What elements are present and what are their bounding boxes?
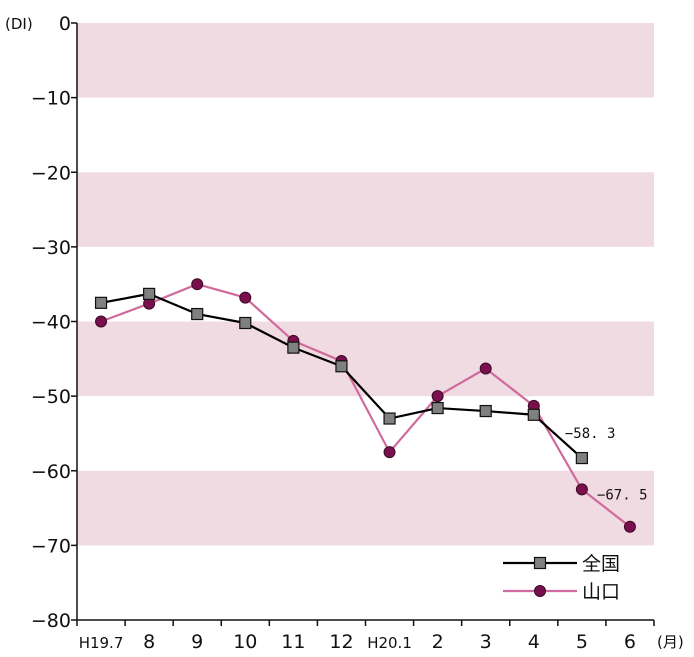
data-point xyxy=(287,341,300,354)
data-point xyxy=(191,278,204,291)
x-tick-label: 9 xyxy=(191,631,203,653)
legend-marker xyxy=(534,585,546,597)
shaded-band-3 xyxy=(77,470,654,546)
y-axis-tick-labels: 0 −10 −20 −30 −40 −50 −60 −70 −80 xyxy=(31,13,71,632)
shaded-band-0 xyxy=(77,23,654,98)
x-tick-label: 3 xyxy=(480,631,492,653)
x-tick-label: 10 xyxy=(233,631,257,653)
data-point xyxy=(383,412,396,425)
data-point xyxy=(239,316,252,330)
shaded-band-2 xyxy=(77,321,654,397)
legend-label: 山口 xyxy=(582,581,620,603)
x-tick-label: H20.1 xyxy=(367,634,412,652)
data-point xyxy=(479,404,492,418)
y-tick-label: −40 xyxy=(31,312,71,334)
x-tick-label: 12 xyxy=(329,631,353,653)
data-label: −58. 3 xyxy=(565,426,616,442)
y-tick-label: −60 xyxy=(31,461,71,483)
axes xyxy=(76,23,654,621)
y-axis-unit-label: (DI) xyxy=(5,15,33,33)
shaded-band-1 xyxy=(77,172,654,247)
y-tick-label: 0 xyxy=(59,13,71,35)
data-point xyxy=(431,390,444,403)
x-tick-label: 5 xyxy=(576,631,588,653)
x-axis-tick-labels: H19.7 8 9 10 11 12 H20.1 2 3 4 5 6 xyxy=(79,631,636,653)
y-tick-label: −70 xyxy=(31,535,71,557)
series-line-yamaguchi xyxy=(100,283,631,528)
data-point xyxy=(335,360,348,373)
x-tick-label: 8 xyxy=(143,631,155,653)
x-tick-label: 6 xyxy=(624,631,636,653)
data-point xyxy=(143,287,156,300)
data-annotations: −58. 3 −67. 5 xyxy=(565,426,648,504)
axis-ticks xyxy=(71,22,655,626)
shaded-bands xyxy=(77,23,654,546)
x-tick-label: 4 xyxy=(528,631,540,653)
y-tick-label: −30 xyxy=(31,237,71,259)
y-tick-label: −10 xyxy=(31,88,71,110)
x-tick-label: 2 xyxy=(432,631,444,653)
data-point xyxy=(94,296,108,309)
series-markers xyxy=(94,278,636,533)
data-point xyxy=(383,446,396,459)
data-point xyxy=(431,401,444,415)
data-label: −67. 5 xyxy=(597,488,648,504)
y-tick-label: −50 xyxy=(31,386,71,408)
data-point xyxy=(527,408,540,421)
y-tick-label: −80 xyxy=(31,610,71,632)
data-point xyxy=(95,315,108,328)
y-tick-label: −20 xyxy=(31,162,71,184)
data-point xyxy=(479,362,492,375)
data-point xyxy=(575,483,588,496)
legend-label: 全国 xyxy=(582,553,620,575)
data-point xyxy=(623,520,636,533)
x-tick-label: 11 xyxy=(281,631,305,653)
x-tick-label: H19.7 xyxy=(79,634,124,652)
data-point xyxy=(191,307,204,321)
x-axis-unit-label: (月) xyxy=(657,633,684,651)
data-point xyxy=(239,291,252,304)
data-point xyxy=(575,451,588,465)
legend-marker xyxy=(533,556,547,570)
